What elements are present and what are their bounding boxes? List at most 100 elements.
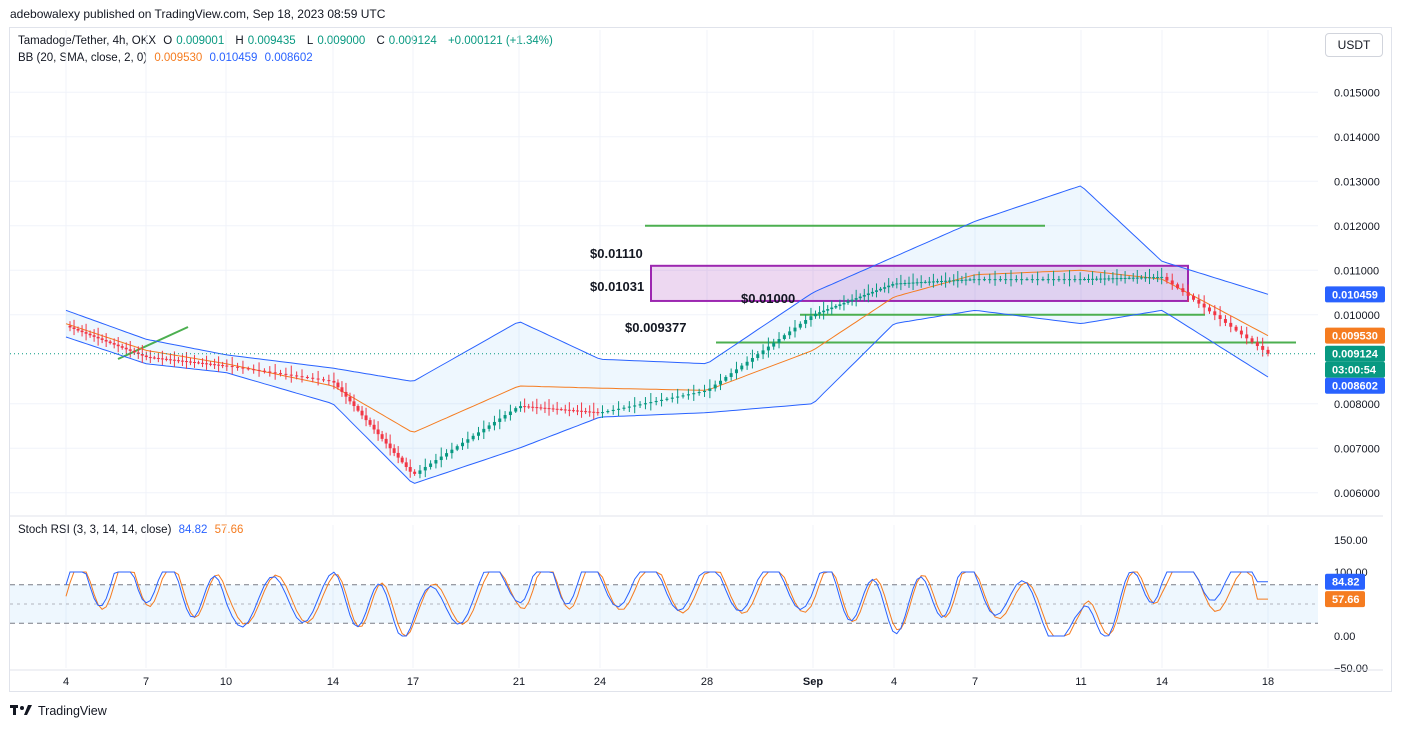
price-annotation: $0.009377 xyxy=(625,320,686,335)
price-axis-tick: 0.006000 xyxy=(1334,488,1380,500)
change-value: +0.000121 (+1.34%) xyxy=(447,35,553,47)
candle-body xyxy=(782,335,786,339)
candle-body xyxy=(931,281,935,283)
candle-body xyxy=(547,408,551,410)
price-axis-tick: 0.012000 xyxy=(1334,221,1380,233)
candle-body xyxy=(1139,277,1143,279)
candle-body xyxy=(316,378,320,380)
candle-body xyxy=(305,376,309,378)
candle-body xyxy=(1078,279,1082,281)
currency-button[interactable]: USDT xyxy=(1325,33,1383,57)
candle-body xyxy=(826,309,830,311)
candle-body xyxy=(761,350,765,355)
candle-body xyxy=(1025,279,1029,281)
candle-body xyxy=(1131,277,1135,279)
symbol-name[interactable]: Tamadoge/Tether, 4h, OKX xyxy=(18,35,157,47)
candle-body xyxy=(192,361,196,363)
candle-body xyxy=(1009,279,1013,281)
candle-body xyxy=(160,358,164,360)
candle-body xyxy=(124,347,128,350)
price-annotation: $0.01110 xyxy=(590,246,643,261)
candle-body xyxy=(935,281,939,283)
candle-body xyxy=(289,374,293,376)
candle-body xyxy=(1143,277,1147,279)
candle-body xyxy=(132,350,136,353)
time-axis-tick: 7 xyxy=(143,676,149,688)
candle-body xyxy=(822,310,826,313)
candle-body xyxy=(740,365,744,370)
candle-body xyxy=(1107,278,1111,280)
candle-body xyxy=(919,282,923,284)
candle-body xyxy=(1046,279,1050,281)
candle-body xyxy=(164,358,168,360)
candle-body xyxy=(176,360,180,362)
candle-body xyxy=(445,453,449,457)
candle-body xyxy=(241,367,245,369)
candle-body xyxy=(697,392,701,394)
candle-body xyxy=(1156,277,1160,279)
candle-body xyxy=(311,377,315,379)
candle-body xyxy=(1250,338,1254,343)
stoch-badge xyxy=(1325,591,1365,608)
candle-body xyxy=(1020,279,1024,281)
candle-body xyxy=(217,364,221,366)
candle-body xyxy=(972,279,976,281)
candle-body xyxy=(300,376,304,378)
candle-body xyxy=(96,336,100,339)
time-axis-tick: 18 xyxy=(1262,676,1274,688)
candle-body xyxy=(952,280,956,282)
candle-body xyxy=(344,391,348,397)
candle-body xyxy=(756,354,760,358)
candle-body xyxy=(268,371,272,373)
candle-body xyxy=(858,296,862,299)
candle-body xyxy=(92,335,96,337)
candle-body xyxy=(327,380,331,382)
candle-body xyxy=(580,410,584,412)
candle-body xyxy=(649,402,653,404)
candle-body xyxy=(891,284,895,286)
candle-body xyxy=(1192,295,1196,300)
candle-body xyxy=(1218,315,1222,320)
candle-body xyxy=(482,428,486,433)
time-axis-tick: 17 xyxy=(407,676,419,688)
candle-body xyxy=(1213,311,1217,316)
candle-body xyxy=(88,333,92,336)
candle-body xyxy=(140,354,144,356)
candle-body xyxy=(854,298,858,300)
bb-label[interactable]: BB (20, SMA, close, 2, 0) xyxy=(18,52,148,64)
candle-body xyxy=(903,282,907,284)
candle-body xyxy=(201,362,205,364)
candle-body xyxy=(622,407,626,409)
candle-body xyxy=(527,406,531,408)
price-annotation: $0.01031 xyxy=(590,279,644,294)
candle-body xyxy=(332,380,336,383)
candle-body xyxy=(413,471,417,474)
candle-body xyxy=(1160,276,1164,278)
candle-body xyxy=(76,329,80,331)
candle-body xyxy=(670,397,674,399)
candle-body xyxy=(100,338,104,340)
candle-body xyxy=(1068,279,1072,281)
candle-body xyxy=(508,411,512,416)
candle-body xyxy=(804,320,808,324)
time-axis-tick: 4 xyxy=(891,676,897,688)
candle-body xyxy=(144,355,148,358)
candle-body xyxy=(236,366,240,368)
candle-body xyxy=(380,434,384,439)
candle-body xyxy=(1186,292,1190,296)
candle-body xyxy=(152,357,156,359)
stoch-label[interactable]: Stoch RSI (3, 3, 14, 14, close) xyxy=(18,524,172,536)
candle-body xyxy=(606,411,610,413)
price-badge xyxy=(1325,345,1385,362)
candle-body xyxy=(846,301,850,303)
candle-body xyxy=(364,415,368,421)
candle-body xyxy=(252,369,256,371)
candle-body xyxy=(676,396,680,398)
candle-body xyxy=(1073,279,1077,281)
price-badge xyxy=(1325,327,1385,344)
candle-body xyxy=(225,365,229,367)
candle-body xyxy=(988,279,992,281)
bb-lower-line xyxy=(65,309,1269,484)
candle-body xyxy=(879,288,883,291)
